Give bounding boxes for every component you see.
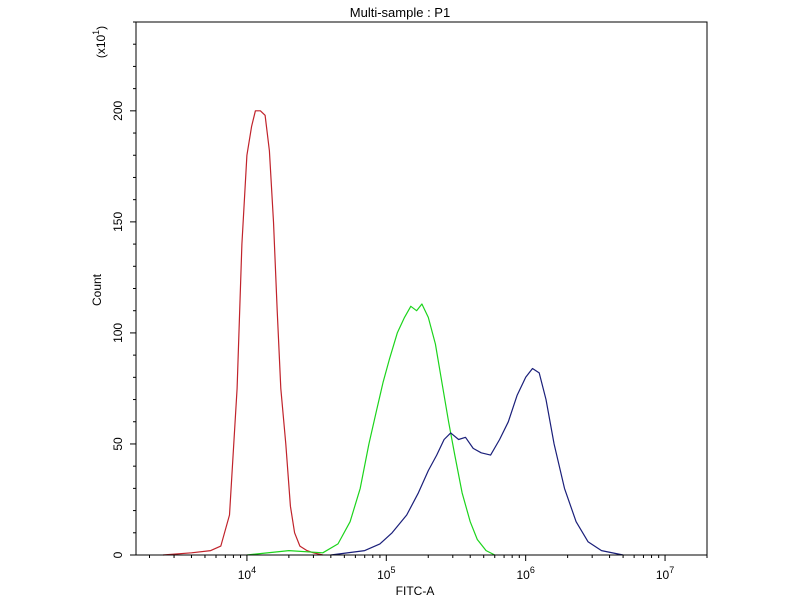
y-axis-label: Count bbox=[90, 273, 104, 306]
plot-frame bbox=[135, 21, 708, 556]
series-line-1 bbox=[162, 110, 323, 556]
series-line-2 bbox=[246, 303, 496, 556]
y-multiplier-label: (x101) bbox=[91, 26, 108, 58]
chart-title: Multi-sample : P1 bbox=[350, 5, 450, 20]
y-tick-label: 200 bbox=[111, 101, 125, 121]
y-tick-label: 100 bbox=[111, 323, 125, 343]
y-tick-label: 0 bbox=[111, 551, 125, 558]
x-axis-label: FITC-A bbox=[396, 584, 435, 598]
series-line-3 bbox=[330, 367, 624, 556]
y-multiplier-suffix: ) bbox=[94, 26, 108, 30]
y-tick-label: 150 bbox=[111, 212, 125, 232]
x-tick-label: 106 bbox=[516, 565, 534, 582]
y-multiplier-prefix: (x10 bbox=[94, 35, 108, 59]
y-multiplier-exponent: 1 bbox=[91, 30, 101, 35]
y-axis: 0 50 100 150 200 bbox=[111, 21, 137, 558]
x-tick-label: 107 bbox=[656, 565, 674, 582]
y-tick-label: 50 bbox=[111, 437, 125, 451]
series-lines bbox=[162, 110, 624, 556]
x-tick-label: 104 bbox=[238, 565, 256, 582]
x-tick-label: 105 bbox=[377, 565, 395, 582]
x-axis: 104 105 106 107 bbox=[136, 554, 708, 582]
svg-text:(x101): (x101) bbox=[91, 26, 108, 58]
